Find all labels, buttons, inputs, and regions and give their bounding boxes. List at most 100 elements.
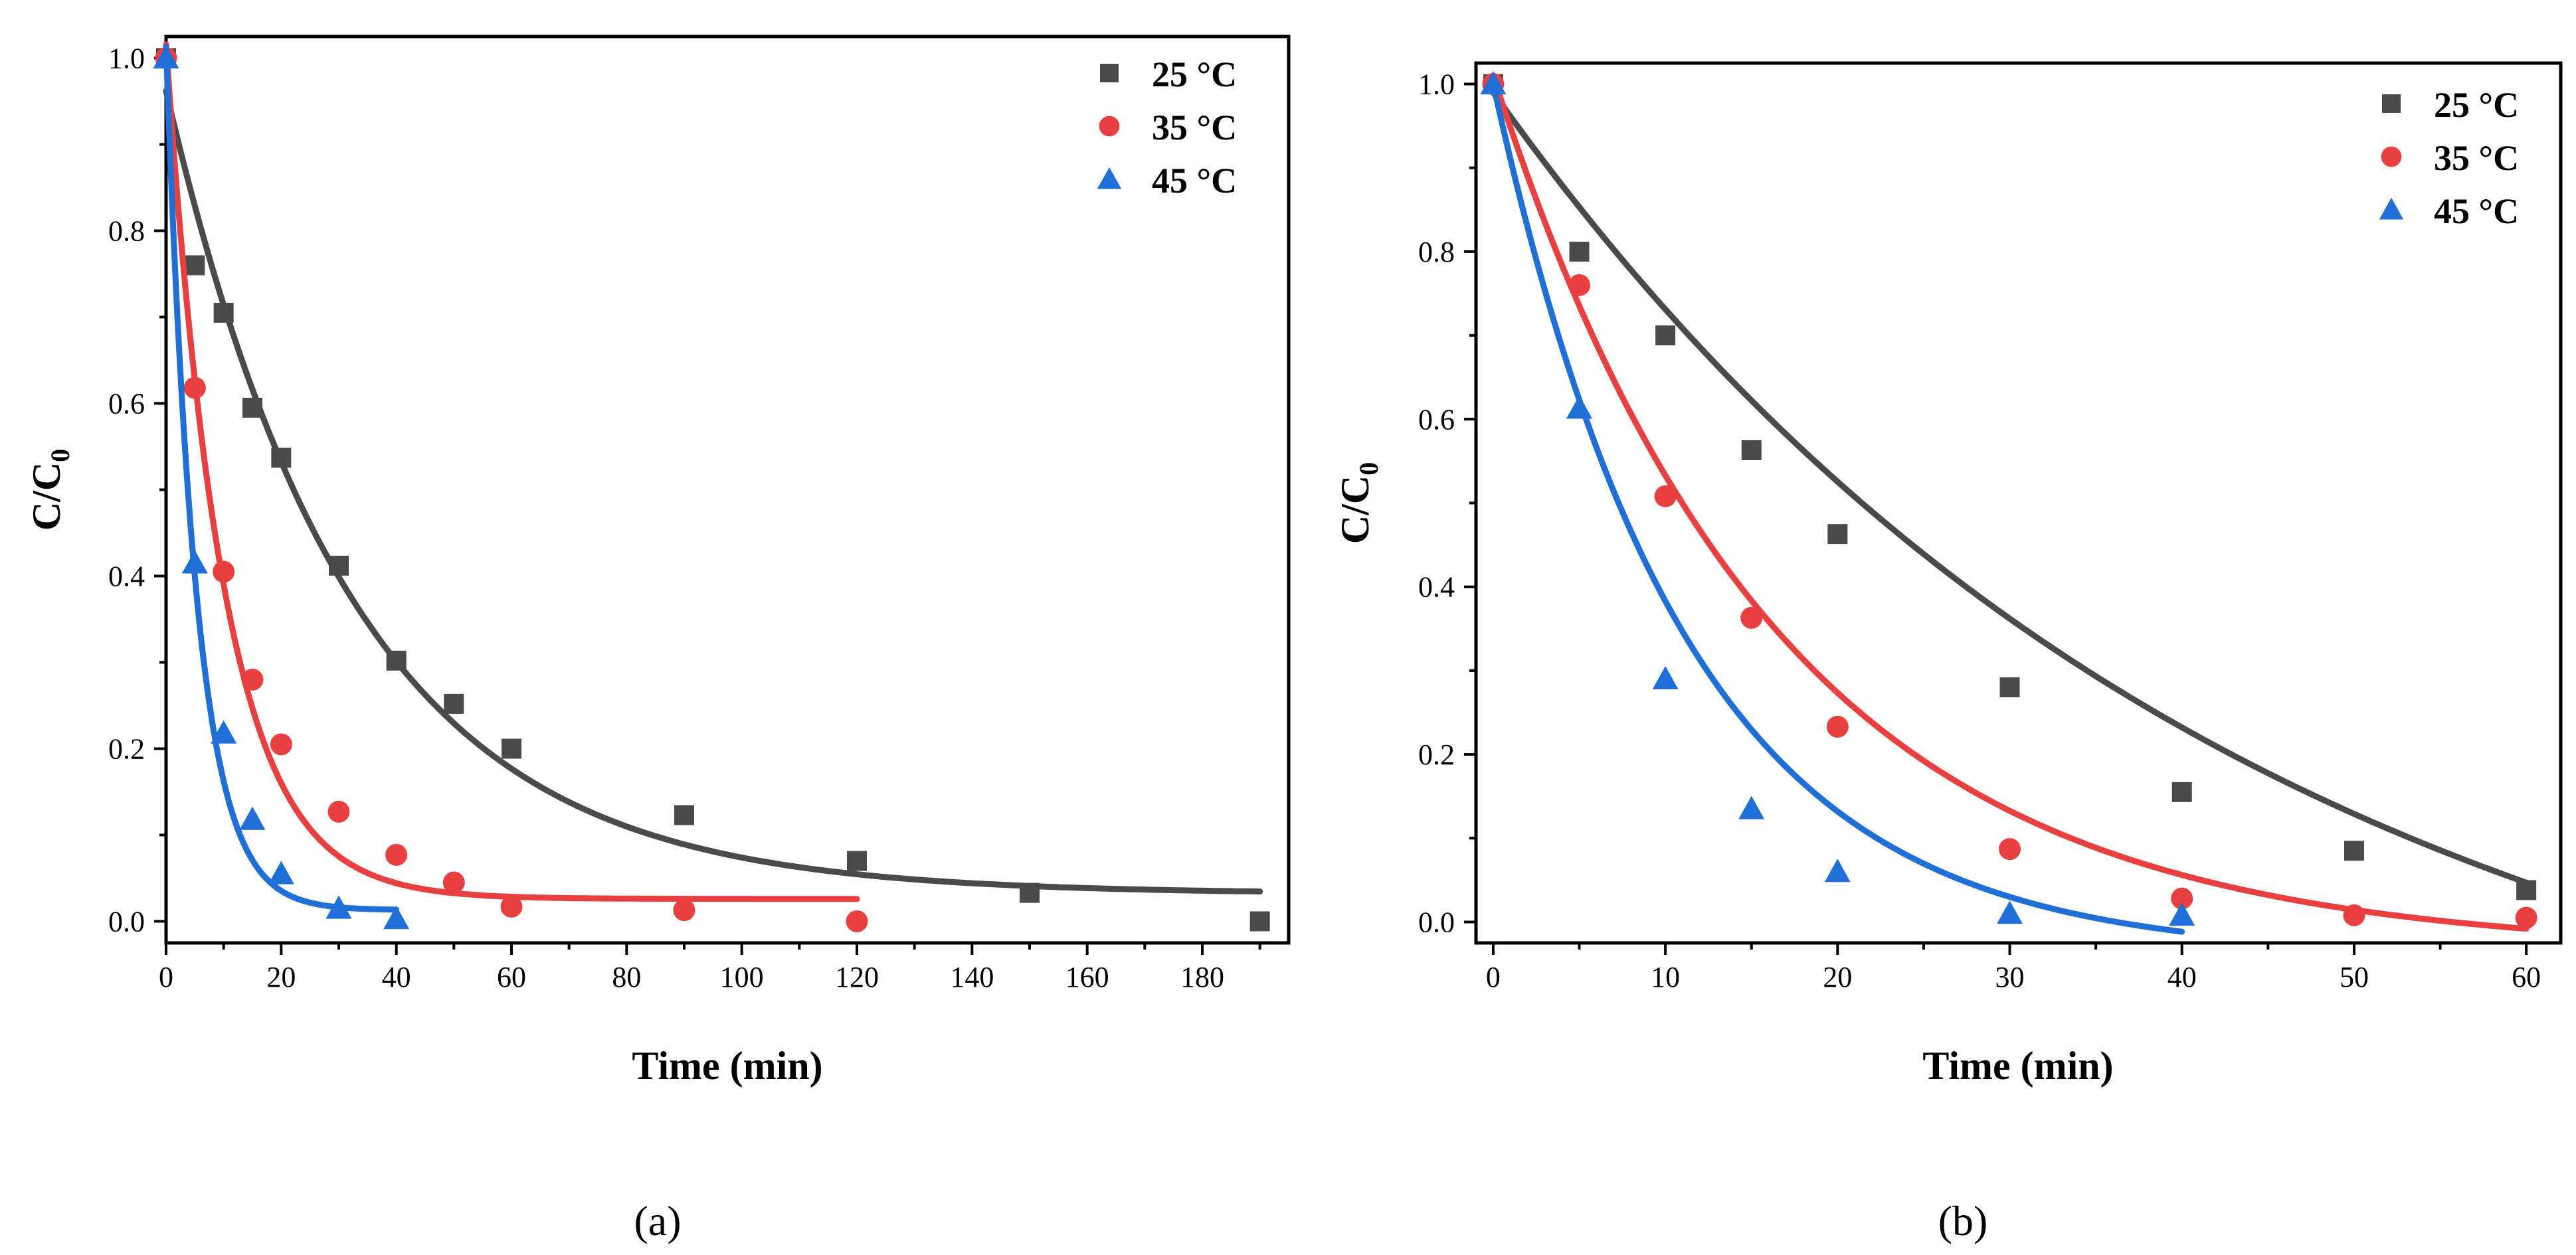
legend-label: 45 °C — [1152, 161, 1237, 201]
data-point — [1569, 241, 1590, 262]
panel-b: 0 10 20 30 40 50 60 0.0 0.2 0.4 0.6 0.8 1.0 Time (min… — [1333, 61, 2563, 1244]
y-tick-label: 0.4 — [108, 560, 145, 593]
legend-marker-25 — [2382, 94, 2401, 113]
x-tick-label: 120 — [835, 961, 879, 993]
data-point — [1654, 485, 1677, 507]
legend-marker-35 — [2381, 146, 2402, 167]
y-axis-title-main: C/C — [25, 462, 68, 531]
data-point — [1999, 677, 2020, 698]
data-point — [1568, 274, 1591, 296]
x-tick-label: 50 — [2340, 961, 2369, 993]
plot-frame — [1474, 61, 2563, 945]
data-point — [502, 738, 521, 759]
y-axis-title-group: C/C0 — [1333, 462, 1384, 544]
series-25 — [156, 48, 1270, 932]
y-tick-label: 0.2 — [108, 733, 145, 766]
data-point — [1827, 524, 1848, 544]
series-35 — [1482, 72, 2537, 932]
data-point — [1738, 795, 1765, 819]
data-point — [239, 806, 266, 830]
data-point — [213, 560, 235, 583]
data-point — [846, 910, 868, 932]
panel-label: (a) — [634, 1197, 681, 1244]
data-point — [185, 255, 205, 276]
x-tick-label: 60 — [497, 961, 526, 993]
legend-label: 35 °C — [1152, 108, 1237, 147]
fit-line-35 — [1490, 72, 2530, 932]
data-point — [271, 448, 292, 468]
fit-line-25 — [1490, 89, 2530, 886]
data-point — [181, 550, 208, 574]
fit-line-45 — [163, 44, 400, 913]
data-point — [2344, 841, 2364, 861]
data-point — [1997, 900, 2023, 924]
data-point — [1652, 666, 1679, 690]
data-point — [673, 899, 695, 922]
fit-line-25 — [163, 88, 1263, 895]
data-point — [268, 861, 294, 884]
legend: 25 °C 35 °C 45 °C — [1097, 54, 1237, 201]
series-45 — [153, 44, 410, 930]
data-point — [444, 693, 464, 714]
legend-marker-45 — [2379, 197, 2404, 220]
data-point — [1826, 715, 1849, 738]
data-point — [383, 906, 410, 930]
data-point — [2515, 906, 2537, 929]
panel-a: 0 20 40 60 80 100 120 140 160 180 0.0 0.2 0.4 0.6 0.8 1… — [25, 35, 1291, 1244]
x-tick-label: 140 — [950, 961, 994, 993]
x-tick-label: 160 — [1065, 961, 1109, 993]
data-point — [153, 45, 179, 69]
x-tick-label: 100 — [720, 961, 764, 993]
y-axis-title-group: C/C0 — [25, 449, 75, 531]
data-point — [386, 650, 407, 671]
data-point — [2343, 904, 2365, 926]
x-tick-label: 180 — [1180, 961, 1224, 993]
data-point — [2169, 902, 2195, 926]
y-axis-title-subscript: 0 — [1354, 462, 1384, 475]
x-tick-label: 20 — [1823, 961, 1852, 993]
data-point — [325, 895, 352, 919]
y-tick-label: 0.8 — [108, 215, 145, 248]
data-point — [1480, 71, 1507, 95]
x-tick-label: 40 — [2167, 961, 2197, 993]
data-point — [1741, 440, 1762, 460]
data-point — [2516, 880, 2537, 900]
legend-label: 45 °C — [2434, 191, 2519, 231]
data-point — [442, 871, 465, 894]
x-tick-label: 30 — [1995, 961, 2025, 993]
data-point — [1824, 859, 1851, 882]
y-tick-label: 0.0 — [108, 906, 145, 938]
x-tick-label: 40 — [382, 961, 411, 993]
y-axis-title-subscript: 0 — [45, 449, 75, 462]
y-tick-label: 0.2 — [1418, 738, 1455, 771]
y-axis-title: C/C0 — [1333, 462, 1384, 544]
data-point — [1020, 882, 1040, 903]
x-axis-title: Time (min) — [1922, 1044, 2113, 1088]
x-tick-label: 60 — [2512, 961, 2541, 993]
y-tick-label: 0.8 — [1418, 236, 1455, 268]
data-point — [1249, 911, 1270, 932]
x-axis-title: Time (min) — [632, 1044, 822, 1088]
data-point — [329, 555, 349, 576]
data-point — [270, 733, 292, 756]
fit-line-45 — [1490, 81, 2185, 935]
data-point — [327, 800, 350, 823]
x-tick-label: 10 — [1651, 961, 1680, 993]
data-point — [241, 669, 264, 691]
legend-label: 35 °C — [2434, 138, 2519, 178]
legend-label: 25 °C — [1152, 54, 1237, 94]
y-tick-label: 1.0 — [108, 42, 145, 75]
series-25 — [1483, 74, 2537, 900]
legend-marker-45 — [1097, 167, 1122, 189]
legend-marker-35 — [1099, 116, 1120, 137]
y-tick-label: 0.6 — [108, 388, 145, 420]
data-point — [242, 398, 262, 418]
y-axis-title: C/C0 — [25, 449, 75, 531]
legend-label: 25 °C — [2434, 85, 2519, 125]
y-tick-label: 0.4 — [1418, 571, 1455, 604]
data-point — [1740, 606, 1763, 629]
y-tick-label: 0.0 — [1418, 906, 1455, 938]
x-tick-label: 0 — [159, 961, 173, 993]
data-point — [847, 851, 867, 871]
